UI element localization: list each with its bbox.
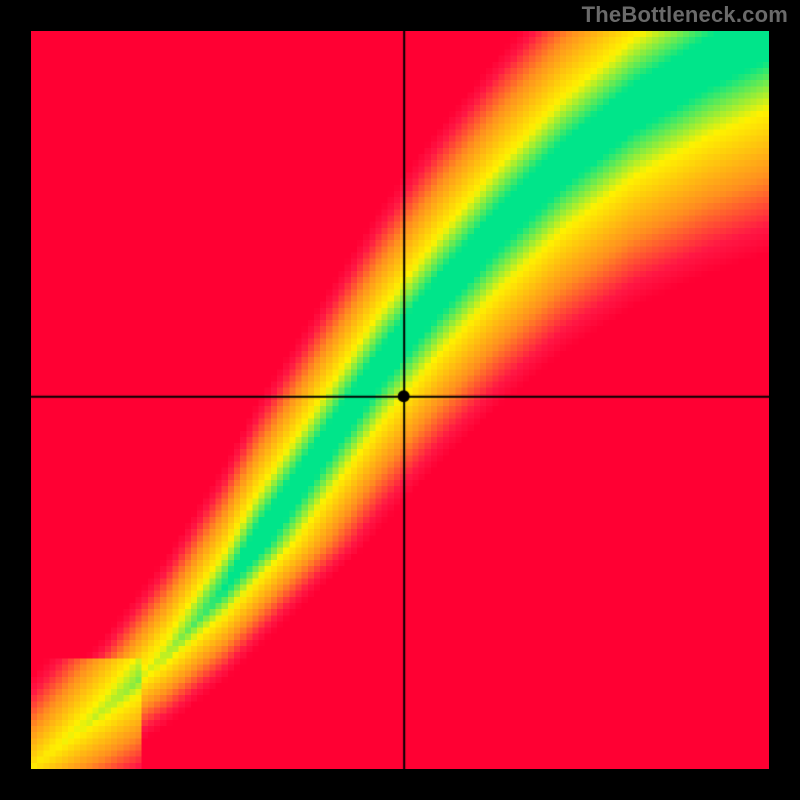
overlay-canvas [31, 31, 769, 769]
chart-container: TheBottleneck.com [0, 0, 800, 800]
watermark-text: TheBottleneck.com [582, 2, 788, 28]
